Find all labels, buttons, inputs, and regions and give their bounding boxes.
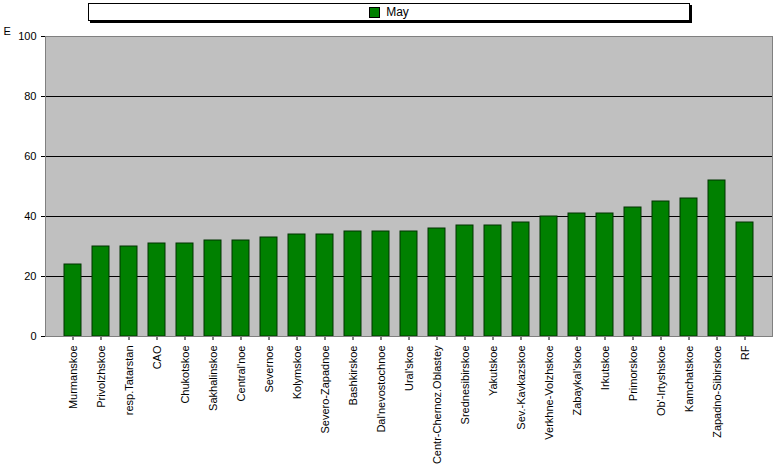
svg-text:Dal'nevostochnoe: Dal'nevostochnoe [375, 346, 387, 433]
svg-text:0: 0 [30, 330, 36, 342]
svg-text:Zabaykal'skoe: Zabaykal'skoe [571, 346, 583, 416]
svg-text:Kolymskoe: Kolymskoe [291, 346, 303, 400]
svg-text:Murmanskoe: Murmanskoe [67, 346, 79, 410]
svg-text:Central'noe: Central'noe [235, 346, 247, 402]
svg-text:Severo-Zapadnoe: Severo-Zapadnoe [319, 346, 331, 434]
svg-text:E: E [4, 25, 11, 37]
svg-text:Ural'skoe: Ural'skoe [403, 346, 415, 392]
svg-text:Verkhne-Volzhskoe: Verkhne-Volzhskoe [543, 346, 555, 440]
svg-text:Kamchatskoe: Kamchatskoe [683, 346, 695, 413]
svg-text:Chukotskoe: Chukotskoe [179, 346, 191, 404]
svg-text:Ob'-Irtyshskoe: Ob'-Irtyshskoe [655, 346, 667, 417]
svg-text:resp.Tatarstan: resp.Tatarstan [123, 346, 135, 416]
svg-text:Centr-Chernoz.Oblastey: Centr-Chernoz.Oblastey [431, 345, 443, 464]
svg-text:20: 20 [24, 270, 36, 282]
svg-text:100: 100 [18, 30, 36, 42]
svg-text:60: 60 [24, 150, 36, 162]
svg-text:Srednesibirskoe: Srednesibirskoe [459, 346, 471, 425]
svg-text:Sakhalinskoe: Sakhalinskoe [207, 346, 219, 411]
svg-text:Irkutskoe: Irkutskoe [599, 346, 611, 391]
svg-text:CAO: CAO [151, 345, 163, 369]
svg-text:80: 80 [24, 90, 36, 102]
svg-text:Zapadno-Sibirskoe: Zapadno-Sibirskoe [711, 346, 723, 438]
svg-text:Yakutskoe: Yakutskoe [487, 346, 499, 397]
svg-text:Bashkirskoe: Bashkirskoe [347, 346, 359, 406]
html-text:May: May [386, 5, 409, 19]
svg-text:Severnoe: Severnoe [263, 346, 275, 393]
svg-text:Primorskoe: Primorskoe [627, 346, 639, 402]
svg-text:Sev.-Kavkazskoe: Sev.-Kavkazskoe [515, 346, 527, 430]
svg-text:RF: RF [739, 345, 751, 360]
svg-text:Privolzhskoe: Privolzhskoe [95, 346, 107, 408]
svg-text:40: 40 [24, 210, 36, 222]
